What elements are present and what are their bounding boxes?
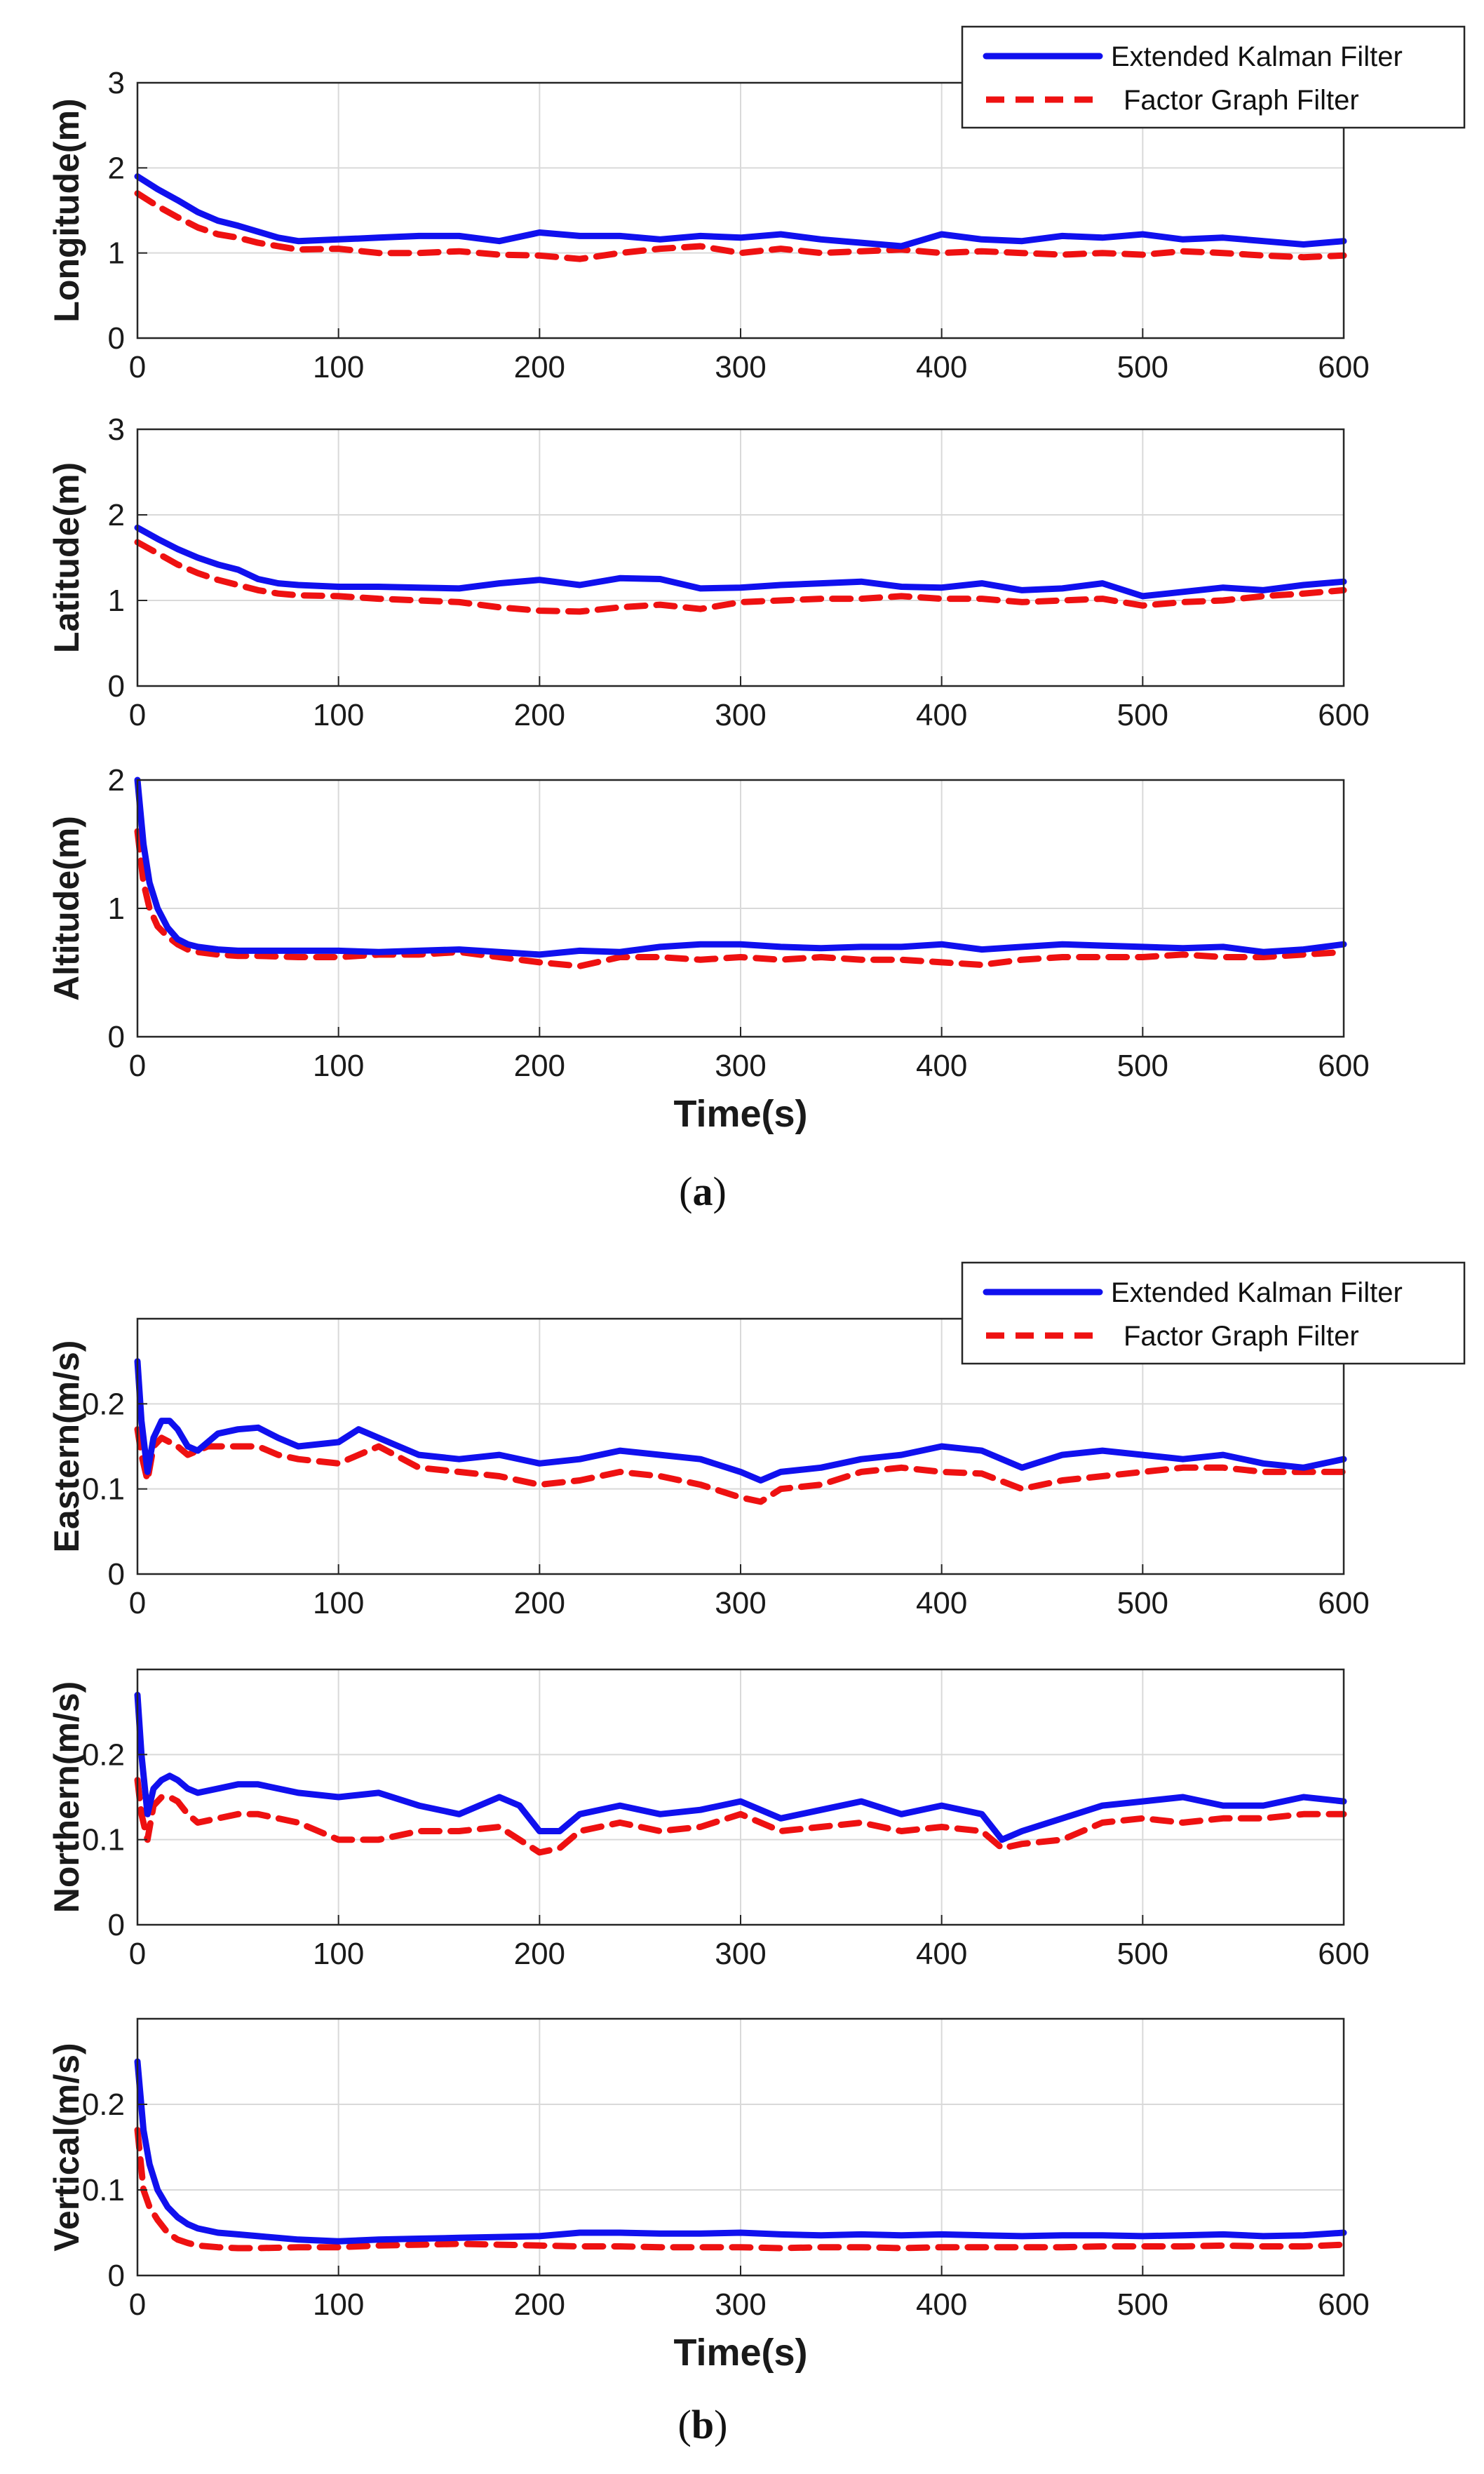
y-tick-label: 0 <box>108 669 125 704</box>
series-line-fgf <box>134 190 1347 262</box>
x-tick-label: 0 <box>129 1586 146 1620</box>
x-tick-label: 100 <box>313 698 364 732</box>
legend-label-ekf: Extended Kalman Filter <box>1111 1277 1403 1308</box>
x-tick-label: 0 <box>129 2287 146 2322</box>
legend-frame <box>961 1261 1466 1365</box>
x-tick-label: 400 <box>916 2287 967 2322</box>
y-tick-label: 2 <box>108 763 125 798</box>
legend-label-fgf: Factor Graph Filter <box>1124 85 1359 116</box>
y-tick-label: 2 <box>108 498 125 532</box>
x-axis-label: Time(s) <box>673 1093 807 1135</box>
x-tick-label: 100 <box>313 350 364 384</box>
x-tick-label: 600 <box>1318 1937 1369 1971</box>
legend-frame <box>961 25 1466 129</box>
series-line-fgf <box>134 1777 1347 1856</box>
y-tick-label: 0 <box>108 1020 125 1054</box>
series-line-ekf <box>134 2058 1347 2245</box>
y-tick-label: 0 <box>108 2259 125 2293</box>
y-axis-label: Vertical(m/s) <box>47 2043 86 2251</box>
legend-label-ekf: Extended Kalman Filter <box>1111 41 1403 72</box>
y-tick-label: 0 <box>108 1908 125 1942</box>
y-tick-label: 0.2 <box>82 1737 125 1772</box>
series-line-fgf <box>134 1426 1347 1505</box>
legend-box-2: Extended Kalman Filter Factor Graph Filte… <box>961 1261 1466 1365</box>
x-tick-label: 400 <box>916 1049 967 1083</box>
y-tick-label: 3 <box>108 66 125 100</box>
x-tick-label: 300 <box>715 350 766 384</box>
y-tick-label: 1 <box>108 584 125 618</box>
series-line-fgf <box>134 828 1347 969</box>
y-tick-label: 0 <box>108 321 125 356</box>
x-tick-label: 500 <box>1117 698 1168 732</box>
y-tick-label: 0.2 <box>82 2088 125 2122</box>
x-tick-label: 500 <box>1117 1586 1168 1620</box>
y-tick-label: 0.1 <box>82 1823 125 1857</box>
x-tick-label: 400 <box>916 350 967 384</box>
series-line-ekf <box>134 1691 1347 1843</box>
y-tick-label: 0.1 <box>82 1472 125 1507</box>
y-tick-label: 1 <box>108 892 125 926</box>
y-axis-label: Altitude(m) <box>47 816 86 1001</box>
legend-box-1: Extended Kalman Filter Factor Graph Filte… <box>961 25 1466 129</box>
x-tick-label: 600 <box>1318 1586 1369 1620</box>
x-tick-label: 500 <box>1117 350 1168 384</box>
series-line-ekf <box>134 777 1347 958</box>
x-tick-label: 200 <box>514 698 565 732</box>
x-tick-label: 200 <box>514 1049 565 1083</box>
x-tick-label: 100 <box>313 1937 364 1971</box>
series-line-ekf <box>134 524 1347 600</box>
x-tick-label: 400 <box>916 698 967 732</box>
x-tick-label: 600 <box>1318 698 1369 732</box>
x-tick-label: 200 <box>514 1937 565 1971</box>
y-tick-label: 3 <box>108 412 125 447</box>
x-axis-label: Time(s) <box>673 2332 807 2374</box>
x-tick-label: 100 <box>313 1049 364 1083</box>
y-tick-label: 2 <box>108 151 125 185</box>
x-tick-label: 500 <box>1117 1049 1168 1083</box>
legend-label-fgf: Factor Graph Filter <box>1124 1321 1359 1352</box>
x-tick-label: 300 <box>715 1049 766 1083</box>
chart-panel-2: 0 100 200 300 400 500 600 0 1 2 3 Latitude(m) <box>47 412 1370 732</box>
x-tick-label: 300 <box>715 698 766 732</box>
x-tick-label: 200 <box>514 1586 565 1620</box>
x-tick-label: 600 <box>1318 1049 1369 1083</box>
x-tick-label: 300 <box>715 1586 766 1620</box>
x-tick-label: 600 <box>1318 350 1369 384</box>
y-axis-label: Northern(m/s) <box>47 1681 86 1914</box>
x-tick-label: 0 <box>129 1049 146 1083</box>
x-tick-label: 300 <box>715 2287 766 2322</box>
y-tick-label: 1 <box>108 236 125 271</box>
series-line-ekf <box>134 173 1347 250</box>
x-tick-label: 0 <box>129 698 146 732</box>
x-tick-label: 500 <box>1117 1937 1168 1971</box>
x-tick-label: 200 <box>514 350 565 384</box>
y-tick-label: 0.1 <box>82 2173 125 2207</box>
series-line-ekf <box>134 1358 1347 1484</box>
series-line-fgf <box>134 539 1347 615</box>
y-tick-label: 0 <box>108 1557 125 1592</box>
x-tick-label: 200 <box>514 2287 565 2322</box>
figure-caption: (b) <box>678 2402 728 2447</box>
x-tick-label: 300 <box>715 1937 766 1971</box>
x-tick-label: 100 <box>313 2287 364 2322</box>
x-tick-label: 600 <box>1318 2287 1369 2322</box>
x-tick-label: 400 <box>916 1586 967 1620</box>
x-tick-label: 100 <box>313 1586 364 1620</box>
x-tick-label: 0 <box>129 350 146 384</box>
y-axis-label: Eastern(m/s) <box>47 1340 86 1553</box>
y-axis-label: Latitude(m) <box>47 462 86 653</box>
series-line-fgf <box>134 2127 1347 2252</box>
x-tick-label: 0 <box>129 1937 146 1971</box>
figure-caption: (a) <box>679 1169 727 1214</box>
x-tick-label: 400 <box>916 1937 967 1971</box>
x-tick-label: 500 <box>1117 2287 1168 2322</box>
y-axis-label: Longitude(m) <box>47 98 86 322</box>
y-tick-label: 0.2 <box>82 1387 125 1421</box>
chart-panel-3: 0 100 200 300 400 500 600 0 1 2 Altitude(m) Time(s) <box>47 763 1370 1135</box>
